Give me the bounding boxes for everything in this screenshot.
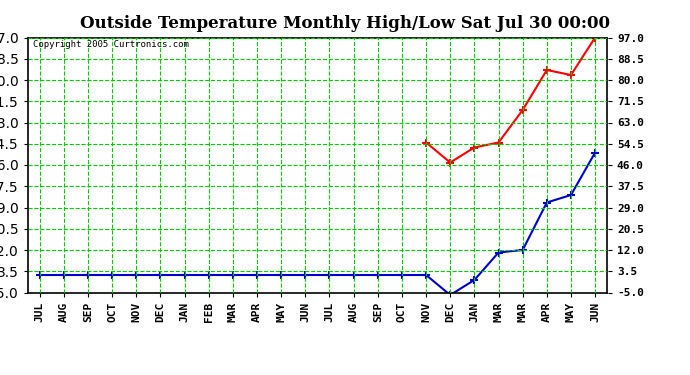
Text: Outside Temperature Monthly High/Low Sat Jul 30 00:00: Outside Temperature Monthly High/Low Sat…	[80, 15, 610, 32]
Text: Copyright 2005 Curtronics.com: Copyright 2005 Curtronics.com	[33, 40, 189, 49]
